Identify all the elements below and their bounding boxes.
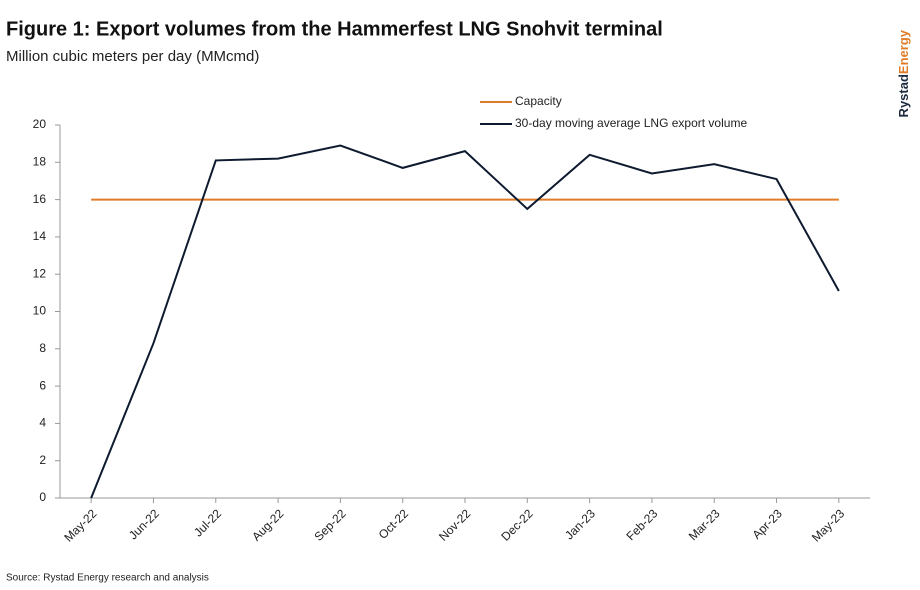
y-tick-label: 18 [33, 154, 47, 168]
y-tick-label: 8 [39, 341, 46, 355]
x-tick-label: Jan-23 [562, 506, 598, 542]
y-tick-label: 2 [39, 453, 46, 467]
x-tick-label: Dec-22 [498, 506, 535, 543]
y-tick-label: 14 [33, 229, 47, 243]
y-tick-label: 4 [39, 416, 46, 430]
x-tick-label: Jul-22 [191, 506, 224, 539]
x-tick-label: May-23 [809, 506, 847, 544]
x-tick-label: Oct-22 [376, 506, 412, 542]
x-tick-label: Jun-22 [126, 506, 162, 542]
x-tick-label: Sep-22 [311, 506, 348, 543]
y-tick-label: 6 [39, 378, 46, 392]
x-tick-label: Aug-22 [249, 506, 286, 543]
logo: RystadEnergy [896, 29, 911, 117]
x-tick-label: Mar-23 [686, 506, 723, 543]
logo-part: Rystad [896, 74, 911, 117]
y-tick-label: 12 [33, 266, 47, 280]
chart-subtitle: Million cubic meters per day (MMcmd) [6, 48, 259, 65]
y-tick-label: 10 [33, 304, 47, 318]
y-tick-label: 0 [39, 490, 46, 504]
logo-part: Energy [896, 29, 911, 74]
x-tick-label: Nov-22 [436, 506, 473, 543]
chart-title: Figure 1: Export volumes from the Hammer… [6, 18, 663, 40]
x-tick-label: Apr-23 [750, 506, 786, 542]
series-line [90, 144, 840, 499]
y-tick-label: 20 [33, 117, 47, 131]
legend-label: 30-day moving average LNG export volume [515, 116, 747, 130]
y-tick-label: 16 [33, 192, 47, 206]
source-note: Source: Rystad Energy research and analy… [6, 573, 209, 584]
x-tick-label: Feb-23 [623, 506, 660, 543]
x-tick-label: May-22 [61, 506, 99, 544]
legend-label: Capacity [515, 94, 562, 108]
